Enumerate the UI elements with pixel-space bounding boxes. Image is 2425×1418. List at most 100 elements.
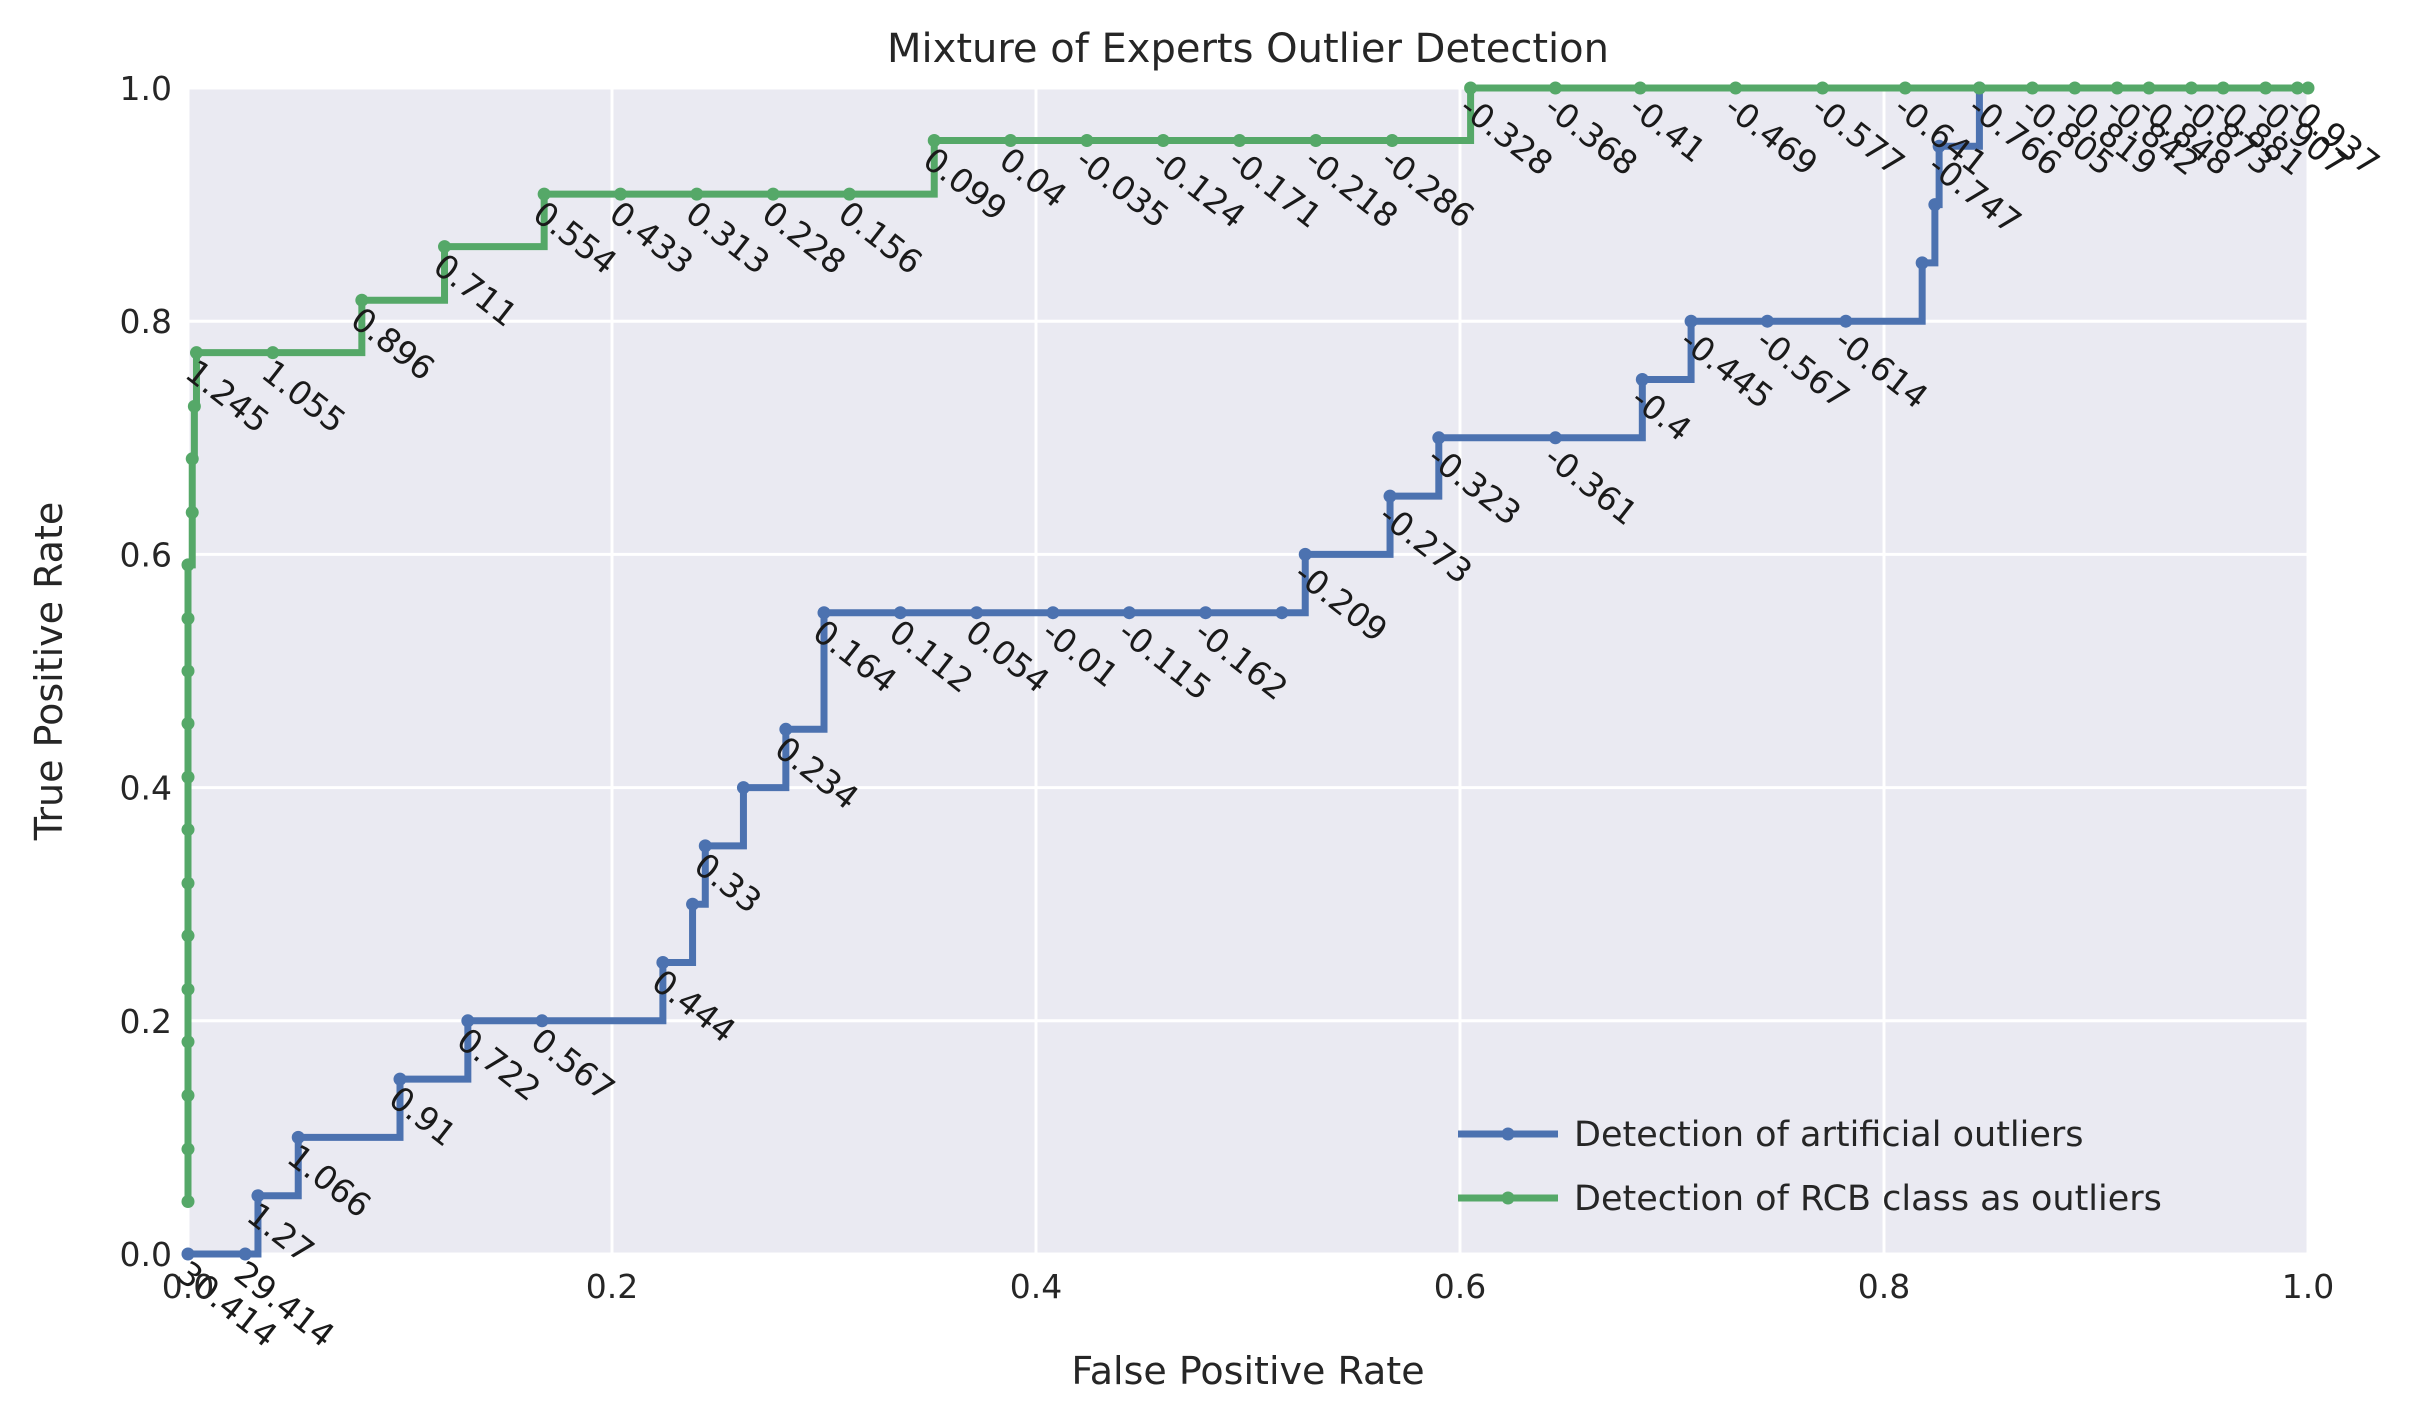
x-tick-label: 0.2 (586, 1267, 638, 1306)
series-0-point (970, 606, 984, 620)
series-1-point (187, 399, 201, 413)
series-0-point (1932, 139, 1946, 153)
series-1-point (181, 823, 195, 837)
series-0-point (1199, 606, 1213, 620)
series-0-point (779, 722, 793, 736)
series-0-point (461, 1014, 475, 1028)
series-1-point (181, 664, 195, 678)
series-1-point (266, 346, 280, 360)
series-0-point (1298, 547, 1312, 561)
legend-label-artificial: Detection of artificial outliers (1574, 1115, 2084, 1155)
series-0-point (1383, 489, 1397, 503)
series-1-point (181, 716, 195, 730)
series-0-point (1635, 373, 1649, 386)
series-1-point (1548, 81, 1562, 95)
series-1-point (1309, 133, 1323, 147)
series-0-point (1432, 431, 1446, 445)
series-0-point (1915, 256, 1929, 270)
series-0-point (736, 781, 750, 795)
series-1-point (1816, 81, 1830, 95)
series-0-point (1122, 606, 1136, 620)
series-1-point (181, 612, 195, 626)
series-1-point (181, 1195, 195, 1209)
series-1-point (1233, 133, 1247, 147)
x-axis-label: False Positive Rate (1071, 1349, 1424, 1393)
plot-background (188, 88, 2308, 1254)
series-1-point (1464, 81, 1478, 95)
series-0-point (656, 956, 670, 969)
series-1-point (1385, 133, 1399, 147)
series-1-point (438, 240, 452, 254)
series-1-point (1156, 133, 1170, 147)
series-1-point (613, 187, 627, 201)
series-line-1 (184, 84, 2308, 1202)
series-0-point (1684, 314, 1698, 328)
series-0-point (686, 897, 700, 911)
series-line-0 (188, 88, 1983, 1258)
series-1-point (181, 876, 195, 890)
series-1-point (181, 929, 195, 943)
y-tick-label: 0.6 (120, 535, 172, 574)
series-1-point (1729, 81, 1743, 95)
legend: Detection of artificial outliers Detecti… (1458, 1115, 2162, 1219)
series-0-point (1046, 606, 1060, 620)
y-tick-label: 0.2 (120, 1002, 172, 1041)
series-1-point (927, 133, 941, 147)
y-tick-label: 0.0 (120, 1235, 172, 1274)
series-1-point (2025, 81, 2039, 95)
series-1-point (1972, 81, 1986, 95)
series-1-point (1004, 133, 1018, 147)
legend-marker-rcb (1501, 1191, 1515, 1205)
series-1-point (181, 1035, 195, 1049)
y-tick-label: 0.8 (120, 302, 172, 341)
series-0-point (817, 606, 831, 620)
x-tick-label: 0.4 (1010, 1267, 1062, 1306)
series-0-point (251, 1189, 265, 1203)
series-0-point (238, 1247, 252, 1261)
series-0-point (698, 839, 712, 853)
series-1-point (2216, 81, 2230, 95)
series-1-point (1898, 81, 1912, 95)
series-0-point (1548, 431, 1562, 445)
y-tick-label: 1.0 (120, 69, 172, 108)
x-tick-label: 0.8 (1858, 1267, 1910, 1306)
series-1-point (181, 1142, 195, 1156)
series-0-point (893, 606, 907, 620)
series-1-point (1633, 81, 1647, 95)
series-1-point (355, 293, 369, 307)
series-1-point (181, 1088, 195, 1102)
series-1-point (185, 505, 199, 519)
series-1-point (181, 982, 195, 996)
series-0-point (393, 1072, 407, 1086)
series-1-point (181, 770, 195, 784)
series-1-point (537, 187, 551, 201)
series-1-point (185, 452, 199, 466)
legend-label-rcb: Detection of RCB class as outliers (1574, 1179, 2162, 1219)
x-tick-label: 0.0 (162, 1267, 214, 1306)
y-tick-label: 0.4 (120, 769, 172, 808)
legend-item-1: Detection of RCB class as outliers (1458, 1179, 2162, 1219)
series-1-point (2184, 81, 2198, 95)
chart-title: Mixture of Experts Outlier Detection (887, 26, 1609, 72)
series-1-point (2301, 81, 2315, 95)
series-1-point (2259, 81, 2273, 95)
series-0-point (291, 1130, 305, 1144)
x-tick-label: 0.6 (1434, 1267, 1486, 1306)
x-tick-label: 1.0 (2282, 1267, 2334, 1306)
series-0-point (1760, 314, 1774, 328)
series-1-point (842, 187, 856, 201)
series-0-point (535, 1014, 549, 1028)
series-1-point (2142, 81, 2156, 95)
y-axis-label: True Positive Rate (27, 502, 71, 842)
series-1-point (189, 346, 203, 360)
series-layer (181, 81, 2315, 1261)
series-1-point (766, 187, 780, 201)
series-1-point (690, 187, 704, 201)
series-0-point (1928, 198, 1942, 212)
series-0-point (1839, 314, 1853, 328)
series-1-point (2290, 81, 2304, 95)
series-1-point (2110, 81, 2124, 95)
series-1-point (2068, 81, 2082, 95)
series-0-point (1275, 606, 1289, 620)
